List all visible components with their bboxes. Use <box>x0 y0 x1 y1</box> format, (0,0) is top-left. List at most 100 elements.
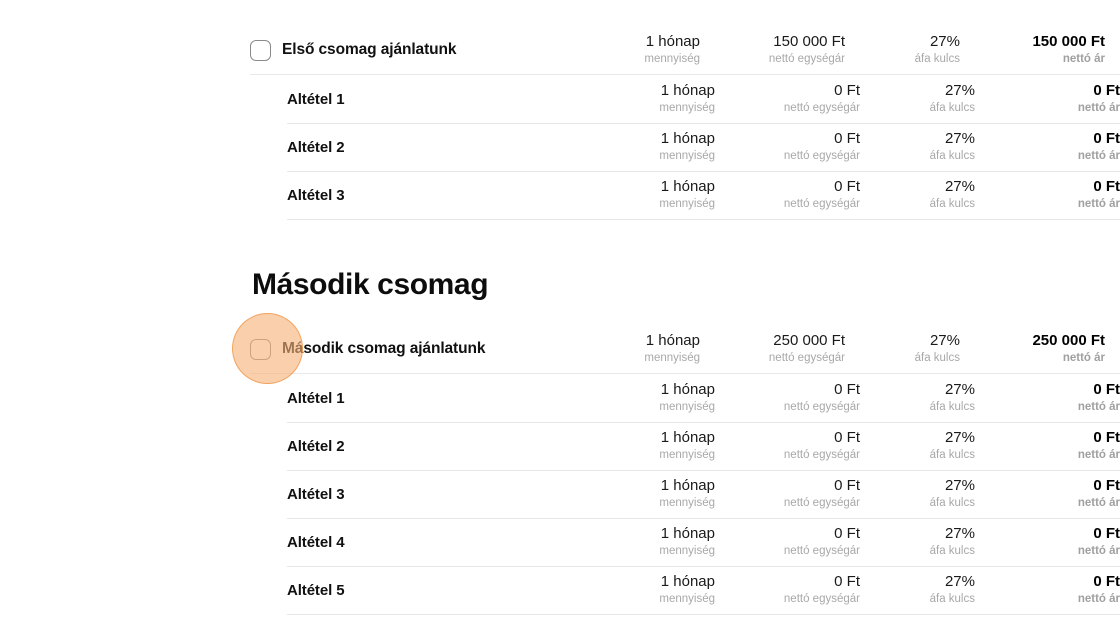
cell-unit-price: 0 Ft nettó egységár <box>725 477 870 510</box>
total-label: nettó ár <box>1062 53 1105 66</box>
unit-price-value: 250 000 Ft <box>773 332 845 350</box>
vat-rate-value: 27% <box>944 178 975 196</box>
quantity-value: 1 hónap <box>645 33 700 51</box>
row-divider <box>287 219 1120 220</box>
row-divider <box>287 171 1120 172</box>
cell-total: 0 Ft nettó ár <box>985 573 1120 606</box>
quantity-value: 1 hónap <box>660 381 715 399</box>
sub-item-row[interactable]: Altétel 2 1 hónap mennyiség 0 Ft nettó egysé… <box>287 123 1120 171</box>
sub-item-label: Altétel 5 <box>287 581 345 599</box>
quantity-value: 1 hónap <box>660 130 715 148</box>
unit-price-label: nettó egységár <box>783 150 860 163</box>
cell-total: 250 000 Ft nettó ár <box>970 332 1115 365</box>
package-header-row[interactable]: Második csomag ajánlatunk 1 hónap mennyisé… <box>250 325 1120 373</box>
unit-price-label: nettó egységár <box>783 497 860 510</box>
vat-rate-value: 27% <box>929 332 960 350</box>
vat-rate-value: 27% <box>944 130 975 148</box>
vat-rate-label: áfa kulcs <box>929 198 975 211</box>
unit-price-label: nettó egységár <box>783 545 860 558</box>
quantity-label: mennyiség <box>659 593 715 606</box>
total-value: 0 Ft <box>1093 82 1120 100</box>
total-value: 0 Ft <box>1093 178 1120 196</box>
sub-item-row[interactable]: Altétel 4 1 hónap mennyiség 0 Ft nettó egysé… <box>287 518 1120 566</box>
sub-item-row[interactable]: Altétel 1 1 hónap mennyiség 0 Ft nettó egysé… <box>287 374 1120 422</box>
quantity-label: mennyiség <box>659 497 715 510</box>
row-divider <box>287 566 1120 567</box>
quantity-value: 1 hónap <box>645 332 700 350</box>
cell-unit-price: 0 Ft nettó egységár <box>725 429 870 462</box>
total-label: nettó ár <box>1077 150 1120 163</box>
total-label: nettó ár <box>1077 401 1120 414</box>
total-label: nettó ár <box>1077 102 1120 115</box>
quantity-value: 1 hónap <box>660 178 715 196</box>
unit-price-value: 0 Ft <box>834 82 860 100</box>
cell-vat-rate: 27% áfa kulcs <box>870 130 985 163</box>
cell-quantity: 1 hónap mennyiség <box>610 477 725 510</box>
vat-rate-value: 27% <box>944 82 975 100</box>
cell-vat-rate: 27% áfa kulcs <box>870 82 985 115</box>
quantity-label: mennyiség <box>659 449 715 462</box>
total-label: nettó ár <box>1077 497 1120 510</box>
window-corner-artifact <box>0 610 16 626</box>
quantity-label: mennyiség <box>659 545 715 558</box>
quantity-value: 1 hónap <box>660 525 715 543</box>
unit-price-value: 0 Ft <box>834 381 860 399</box>
total-label: nettó ár <box>1077 593 1120 606</box>
row-divider <box>287 518 1120 519</box>
cell-vat-rate: 27% áfa kulcs <box>870 477 985 510</box>
vat-rate-label: áfa kulcs <box>929 102 975 115</box>
row-divider <box>287 422 1120 423</box>
sub-item-label: Altétel 1 <box>287 90 345 108</box>
cell-quantity: 1 hónap mennyiség <box>610 429 725 462</box>
package-checkbox[interactable] <box>250 39 271 61</box>
sub-item-row[interactable]: Altétel 1 1 hónap mennyiség 0 Ft nettó egysé… <box>287 75 1120 123</box>
package-checkbox[interactable] <box>250 338 271 360</box>
unit-price-value: 0 Ft <box>834 477 860 495</box>
sub-item-row[interactable]: Altétel 2 1 hónap mennyiség 0 Ft nettó egysé… <box>287 422 1120 470</box>
cell-vat-rate: 27% áfa kulcs <box>855 33 970 66</box>
row-values: 1 hónap mennyiség 150 000 Ft nettó egységár… <box>595 33 1115 66</box>
cell-unit-price: 150 000 Ft nettó egységár <box>710 33 855 66</box>
total-value: 0 Ft <box>1093 130 1120 148</box>
sub-item-row[interactable]: Altétel 3 1 hónap mennyiség 0 Ft nettó egysé… <box>287 470 1120 518</box>
quantity-value: 1 hónap <box>660 82 715 100</box>
row-divider <box>287 614 1120 615</box>
vat-rate-label: áfa kulcs <box>929 593 975 606</box>
vat-rate-label: áfa kulcs <box>929 545 975 558</box>
cell-quantity: 1 hónap mennyiség <box>610 178 725 211</box>
cell-unit-price: 0 Ft nettó egységár <box>725 178 870 211</box>
row-divider <box>287 123 1120 124</box>
cell-unit-price: 0 Ft nettó egységár <box>725 130 870 163</box>
quantity-label: mennyiség <box>659 102 715 115</box>
vat-rate-label: áfa kulcs <box>929 449 975 462</box>
quantity-label: mennyiség <box>659 150 715 163</box>
total-value: 0 Ft <box>1093 573 1120 591</box>
row-values: 1 hónap mennyiség 0 Ft nettó egységár 27% áfa… <box>610 381 1120 414</box>
sub-item-row[interactable]: Altétel 3 1 hónap mennyiség 0 Ft nettó egysé… <box>287 171 1120 219</box>
cell-total: 0 Ft nettó ár <box>985 429 1120 462</box>
vat-rate-value: 27% <box>944 381 975 399</box>
row-values: 1 hónap mennyiség 250 000 Ft nettó egységár… <box>595 332 1115 365</box>
quantity-label: mennyiség <box>644 352 700 365</box>
row-divider <box>287 470 1120 471</box>
total-value: 250 000 Ft <box>1032 332 1105 350</box>
row-divider <box>250 373 1120 374</box>
cell-quantity: 1 hónap mennyiség <box>610 381 725 414</box>
cell-quantity: 1 hónap mennyiség <box>610 82 725 115</box>
sub-item-row[interactable]: Altétel 5 1 hónap mennyiség 0 Ft nettó egysé… <box>287 566 1120 614</box>
package-header-row[interactable]: Első csomag ajánlatunk 1 hónap mennyiség 15… <box>250 26 1120 74</box>
vat-rate-label: áfa kulcs <box>929 401 975 414</box>
vat-rate-label: áfa kulcs <box>914 53 960 66</box>
sub-item-label: Altétel 3 <box>287 186 345 204</box>
sub-item-label: Altétel 4 <box>287 533 345 551</box>
sub-item-label: Altétel 2 <box>287 138 345 156</box>
quantity-value: 1 hónap <box>660 573 715 591</box>
cell-quantity: 1 hónap mennyiség <box>595 33 710 66</box>
unit-price-value: 0 Ft <box>834 429 860 447</box>
cell-vat-rate: 27% áfa kulcs <box>870 525 985 558</box>
cell-total: 0 Ft nettó ár <box>985 130 1120 163</box>
cell-total: 150 000 Ft nettó ár <box>970 33 1115 66</box>
cell-vat-rate: 27% áfa kulcs <box>870 381 985 414</box>
cell-quantity: 1 hónap mennyiség <box>610 525 725 558</box>
unit-price-value: 0 Ft <box>834 573 860 591</box>
